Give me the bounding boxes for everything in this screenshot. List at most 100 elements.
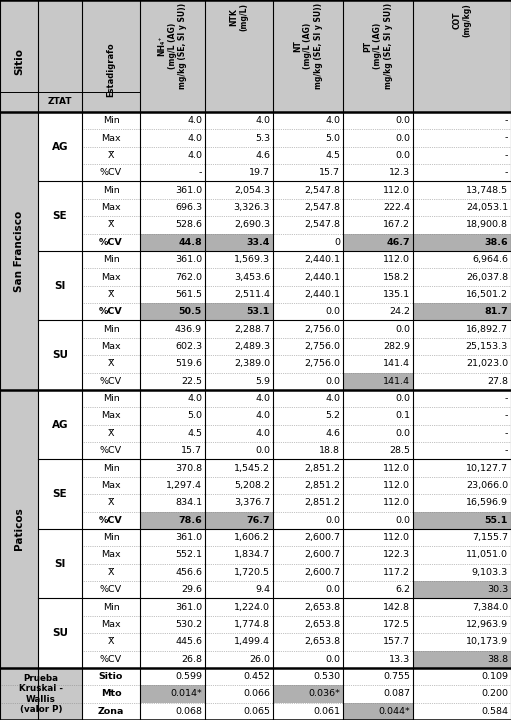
Text: 1,720.5: 1,720.5 bbox=[234, 568, 270, 577]
Bar bbox=[38, 251, 82, 320]
Text: 4.0: 4.0 bbox=[187, 116, 202, 125]
Text: 26.0: 26.0 bbox=[249, 654, 270, 664]
Text: 2,511.4: 2,511.4 bbox=[234, 290, 270, 299]
Text: 4.0: 4.0 bbox=[255, 429, 270, 438]
Bar bbox=[0, 0, 511, 112]
Text: 30.3: 30.3 bbox=[487, 585, 508, 594]
Text: %CV: %CV bbox=[100, 654, 122, 664]
Text: 0.599: 0.599 bbox=[175, 672, 202, 681]
Text: 361.0: 361.0 bbox=[175, 603, 202, 611]
Bar bbox=[82, 338, 511, 355]
Bar bbox=[82, 320, 511, 338]
Text: 81.7: 81.7 bbox=[484, 307, 508, 316]
Bar bbox=[38, 112, 82, 181]
Text: Sitio: Sitio bbox=[99, 672, 123, 681]
Bar bbox=[38, 459, 82, 529]
Text: 0.0: 0.0 bbox=[395, 151, 410, 160]
Text: 0: 0 bbox=[334, 238, 340, 247]
Text: 282.9: 282.9 bbox=[383, 342, 410, 351]
Text: 16,892.7: 16,892.7 bbox=[466, 325, 508, 333]
Text: 44.8: 44.8 bbox=[178, 238, 202, 247]
Text: 2,851.2: 2,851.2 bbox=[304, 481, 340, 490]
Text: 762.0: 762.0 bbox=[175, 273, 202, 282]
Text: 22.5: 22.5 bbox=[181, 377, 202, 386]
Text: 26,037.8: 26,037.8 bbox=[466, 273, 508, 282]
Text: 2,756.0: 2,756.0 bbox=[304, 325, 340, 333]
Text: 122.3: 122.3 bbox=[383, 551, 410, 559]
Text: 5,208.2: 5,208.2 bbox=[234, 481, 270, 490]
Text: Max: Max bbox=[101, 342, 121, 351]
Bar bbox=[343, 233, 413, 251]
Text: 0.0: 0.0 bbox=[395, 133, 410, 143]
Text: Max: Max bbox=[101, 481, 121, 490]
Text: 2,547.8: 2,547.8 bbox=[304, 220, 340, 230]
Text: 5.3: 5.3 bbox=[255, 133, 270, 143]
Text: Max: Max bbox=[101, 203, 121, 212]
Text: 1,774.8: 1,774.8 bbox=[234, 620, 270, 629]
Text: SE: SE bbox=[53, 211, 67, 221]
Text: Min: Min bbox=[103, 464, 120, 472]
Bar bbox=[82, 216, 511, 233]
Text: 26.8: 26.8 bbox=[181, 654, 202, 664]
Text: Max: Max bbox=[101, 412, 121, 420]
Text: 2,600.7: 2,600.7 bbox=[304, 551, 340, 559]
Text: -: - bbox=[505, 116, 508, 125]
Text: 4.0: 4.0 bbox=[325, 394, 340, 403]
Text: 0.0: 0.0 bbox=[395, 394, 410, 403]
Bar bbox=[82, 390, 511, 408]
Bar bbox=[82, 181, 511, 199]
Text: -: - bbox=[505, 446, 508, 455]
Text: -: - bbox=[505, 394, 508, 403]
Bar bbox=[82, 286, 511, 303]
Text: 4.5: 4.5 bbox=[187, 429, 202, 438]
Text: SI: SI bbox=[54, 559, 66, 569]
Text: 1,297.4: 1,297.4 bbox=[166, 481, 202, 490]
Text: 141.4: 141.4 bbox=[383, 359, 410, 369]
Text: Zona: Zona bbox=[98, 707, 124, 716]
Text: 0.0: 0.0 bbox=[325, 377, 340, 386]
Bar bbox=[82, 372, 511, 390]
Bar bbox=[413, 511, 511, 529]
Text: %CV: %CV bbox=[99, 238, 123, 247]
Bar bbox=[82, 633, 511, 650]
Bar bbox=[413, 233, 511, 251]
Text: 0.065: 0.065 bbox=[243, 707, 270, 716]
Text: %CV: %CV bbox=[100, 585, 122, 594]
Text: 2,440.1: 2,440.1 bbox=[304, 290, 340, 299]
Bar bbox=[82, 408, 511, 425]
Text: X̅: X̅ bbox=[108, 429, 114, 438]
Text: SI: SI bbox=[54, 281, 66, 291]
Text: 76.7: 76.7 bbox=[246, 516, 270, 525]
Text: 0.200: 0.200 bbox=[481, 690, 508, 698]
Text: 0.0: 0.0 bbox=[325, 516, 340, 525]
Text: -: - bbox=[199, 168, 202, 177]
Text: 0.530: 0.530 bbox=[313, 672, 340, 681]
Text: %CV: %CV bbox=[99, 307, 123, 316]
Text: 0.0: 0.0 bbox=[395, 325, 410, 333]
Text: PT
(mg/L (AG)
mg/kg (SE, SI y SU)): PT (mg/L (AG) mg/kg (SE, SI y SU)) bbox=[363, 3, 393, 89]
Text: 361.0: 361.0 bbox=[175, 533, 202, 542]
Text: 0.1: 0.1 bbox=[395, 412, 410, 420]
Text: 561.5: 561.5 bbox=[175, 290, 202, 299]
Text: 16,501.2: 16,501.2 bbox=[466, 290, 508, 299]
Text: 2,690.3: 2,690.3 bbox=[234, 220, 270, 230]
Text: 7,155.7: 7,155.7 bbox=[472, 533, 508, 542]
Text: 5.0: 5.0 bbox=[187, 412, 202, 420]
Bar bbox=[82, 529, 511, 546]
Bar bbox=[82, 650, 511, 668]
Text: 696.3: 696.3 bbox=[175, 203, 202, 212]
Text: 4.6: 4.6 bbox=[325, 429, 340, 438]
Bar bbox=[205, 511, 273, 529]
Text: 2,547.8: 2,547.8 bbox=[304, 186, 340, 194]
Text: 6,964.6: 6,964.6 bbox=[472, 255, 508, 264]
Text: 19.7: 19.7 bbox=[249, 168, 270, 177]
Text: 38.6: 38.6 bbox=[484, 238, 508, 247]
Text: 361.0: 361.0 bbox=[175, 186, 202, 194]
Bar bbox=[82, 147, 511, 164]
Bar bbox=[140, 233, 205, 251]
Text: 13,748.5: 13,748.5 bbox=[466, 186, 508, 194]
Bar bbox=[82, 477, 511, 494]
Text: 0.0: 0.0 bbox=[255, 446, 270, 455]
Text: Max: Max bbox=[101, 551, 121, 559]
Text: 4.6: 4.6 bbox=[255, 151, 270, 160]
